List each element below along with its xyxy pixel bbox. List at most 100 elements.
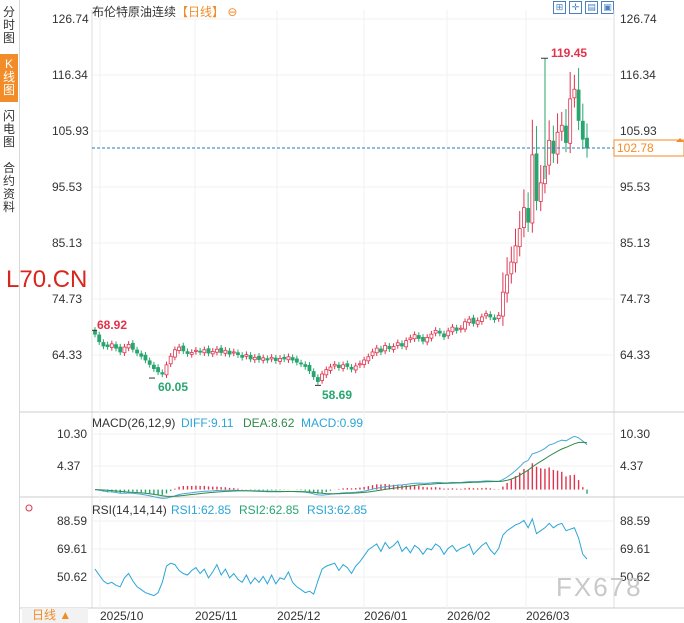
candle-body-115: [576, 89, 581, 121]
candle-body-49: [299, 362, 303, 365]
candle-body-117: [585, 137, 589, 149]
candle-body-18: [168, 355, 173, 365]
candle-body-91: [475, 320, 480, 325]
sidebar-tab-3[interactable]: 合约资料: [2, 161, 15, 214]
watermark-l70: L70.CN: [6, 266, 88, 293]
price-ytick-left-5: 74.73: [52, 292, 82, 306]
candle-body-11: [139, 353, 144, 357]
chart-title: 布伦特原油连续【日线】 ⊖: [92, 3, 237, 20]
candle-body-19: [172, 349, 177, 358]
candle-body-82: [437, 330, 442, 334]
price-ytick-right-1: 116.34: [620, 68, 656, 82]
export-icon[interactable]: ▤: [585, 1, 598, 14]
candle-body-12: [143, 354, 148, 361]
candle-body-88: [463, 321, 467, 330]
candle-body-114: [572, 88, 577, 99]
candle-body-48: [294, 358, 299, 363]
candle-body-83: [442, 333, 446, 338]
candle-body-24: [194, 349, 198, 352]
candle-body-103: [526, 208, 531, 223]
candle-body-13: [147, 360, 152, 365]
candle-body-8: [126, 343, 131, 349]
candle-body-93: [484, 313, 488, 317]
candle-body-20: [177, 346, 182, 351]
rsi-ytick-right-0: 88.59: [620, 514, 650, 528]
candle-body-34: [236, 352, 240, 356]
candle-body-25: [198, 350, 203, 353]
fullscreen-icon[interactable]: ▣: [601, 1, 614, 14]
price-ytick-left-0: 126.74: [52, 12, 89, 26]
candle-body-71: [391, 346, 396, 350]
sidebar-tab-0[interactable]: 分时图: [2, 5, 15, 45]
circle-minus-icon[interactable]: ⊖: [227, 5, 238, 19]
candle-body-46: [286, 356, 291, 361]
last-price-arrow-icon: [676, 137, 684, 142]
candle-body-113: [568, 98, 573, 144]
rsi1-label: RSI1:62.85: [171, 503, 231, 517]
candle-body-78: [421, 336, 425, 342]
candle-body-15: [156, 367, 160, 373]
candle-body-37: [248, 355, 253, 360]
x-tick-2: 2025/12: [277, 609, 321, 623]
price-ytick-left-4: 85.13: [52, 236, 82, 250]
candle-body-52: [311, 371, 316, 378]
candle-body-39: [257, 355, 261, 360]
candle-body-105: [534, 153, 539, 202]
candle-body-89: [467, 318, 472, 323]
candle-body-72: [395, 342, 400, 346]
candle-body-95: [492, 317, 497, 321]
candle-body-99: [509, 261, 514, 275]
candle-body-90: [471, 317, 476, 324]
candle-body-81: [433, 329, 438, 334]
price-ytick-right-3: 95.53: [620, 180, 650, 194]
rsi2-label: RSI2:62.85: [239, 503, 299, 517]
candle-body-96: [496, 314, 501, 319]
x-tick-5: 2026/03: [526, 609, 570, 623]
candle-body-51: [307, 364, 312, 372]
rsi-ytick-left-0: 88.59: [57, 514, 87, 528]
sidebar-tab-2[interactable]: 闪电图: [2, 109, 15, 149]
candle-body-44: [278, 357, 282, 362]
candle-body-104: [530, 154, 535, 224]
candle-body-116: [580, 120, 585, 140]
crosshair-icon[interactable]: ✛: [569, 1, 582, 14]
price-ytick-left-3: 95.53: [52, 180, 82, 194]
candle-body-60: [345, 363, 350, 367]
macd-dea-label: DEA:8.62: [243, 416, 295, 430]
candle-body-6: [118, 346, 123, 353]
candle-body-26: [202, 349, 207, 354]
price-ytick-right-0: 126.74: [620, 12, 657, 26]
candle-body-63: [358, 363, 362, 366]
grid-icon[interactable]: ⊞: [553, 1, 566, 14]
candle-body-76: [412, 334, 417, 340]
annotation-high-left: 68.92: [97, 318, 127, 332]
candle-body-108: [547, 139, 552, 166]
candle-body-58: [336, 364, 341, 368]
candle-body-109: [551, 140, 556, 154]
period-dropdown-button[interactable]: 日线 ▲: [22, 608, 88, 623]
candle-body-42: [269, 356, 274, 360]
annotation-high-max: 119.45: [551, 46, 587, 60]
candle-body-57: [332, 363, 337, 367]
candle-body-36: [244, 354, 249, 357]
candle-body-31: [223, 349, 228, 354]
macd-dea-line: [94, 441, 588, 497]
candle-body-35: [240, 355, 245, 358]
last-price-box: [613, 139, 684, 157]
watermark-fx678: FX678: [556, 572, 643, 602]
candle-body-56: [328, 366, 333, 371]
candle-body-70: [387, 345, 392, 350]
macd-ytick-right-1: 4.37: [620, 459, 644, 473]
macd-diff-line: [94, 435, 588, 499]
macd-label: MACD(26,12,9): [92, 416, 175, 430]
candle-body-98: [505, 274, 510, 294]
candle-body-77: [416, 335, 421, 339]
price-ytick-right-2: 105.93: [620, 124, 657, 138]
candle-body-102: [522, 207, 526, 228]
rsi-label: RSI(14,14,14): [92, 503, 167, 517]
candle-body-3: [105, 344, 110, 347]
rsi-ytick-left-1: 69.61: [57, 542, 87, 556]
